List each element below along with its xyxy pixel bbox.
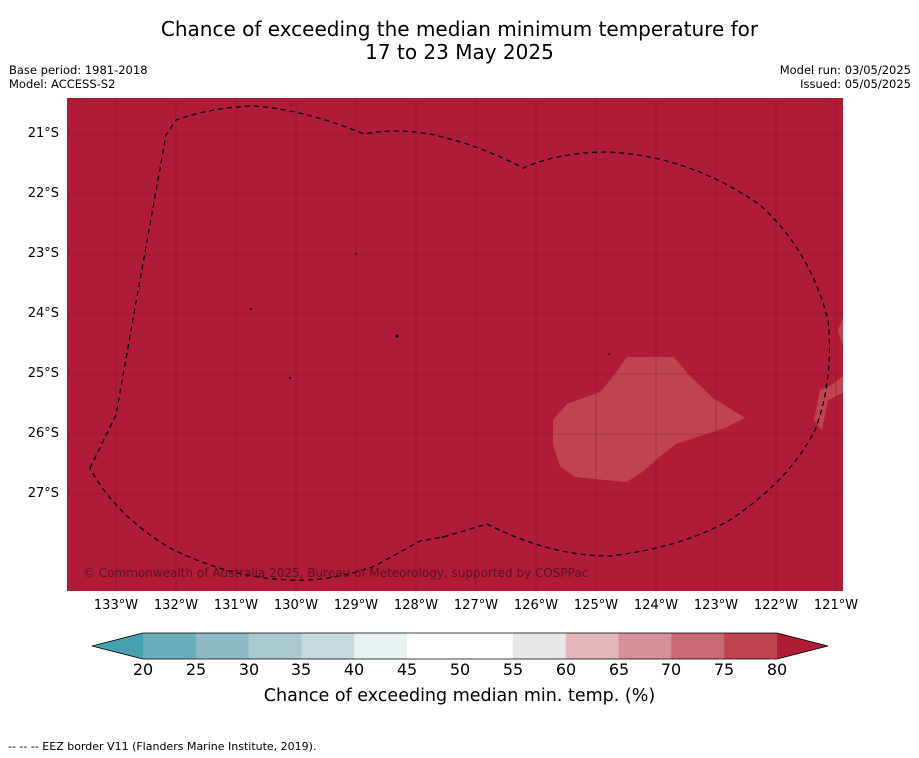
lon-label-130w: 130°W [273,598,319,613]
lat-label-23s: 23°S [27,246,59,261]
colorbar-tick-65: 65 [608,660,630,679]
lon-label-124w: 124°W [633,598,679,613]
lon-label-127w: 127°W [453,598,499,613]
colorbar-segment [565,633,619,659]
colorbar-tick-20: 20 [132,660,154,679]
eez-legend-note: -- -- -- EEZ border V11 (Flanders Marine… [8,740,317,753]
map-background [67,98,843,591]
colorbar-outline [91,632,829,660]
anomaly-patch-center [553,357,745,482]
colorbar-segment [512,633,567,659]
lon-label-121w: 121°W [813,598,859,613]
lat-label-25s: 25°S [27,366,59,381]
meta-left: Base period: 1981-2018 Model: ACCESS-S2 [9,63,148,91]
colorbar-tick-30: 30 [238,660,260,679]
lat-label-22s: 22°S [27,186,59,201]
lon-label-133w: 133°W [93,598,139,613]
colorbar-segment [195,633,250,659]
graticule [67,98,843,591]
colorbar-segment [618,633,672,659]
model-name: Model: ACCESS-S2 [9,77,116,91]
base-period: Base period: 1981-2018 [9,63,148,77]
colorbar-tick-70: 70 [660,660,682,679]
colorbar-segment [248,633,302,659]
islands [250,253,610,538]
lon-label-123w: 123°W [693,598,739,613]
colorbar-tick-50: 50 [449,660,471,679]
lat-label-21s: 21°S [27,126,59,141]
anomaly-patch-edge [838,318,843,346]
model-run: Model run: 03/05/2025 [779,63,911,77]
lon-label-131w: 131°W [213,598,259,613]
colorbar-segment [143,633,197,659]
lat-label-26s: 26°S [27,426,59,441]
colorbar-segment [671,633,725,659]
colorbar-tick-45: 45 [396,660,418,679]
lon-label-126w: 126°W [513,598,559,613]
lat-label-24s: 24°S [27,306,59,321]
colorbar-tick-75: 75 [713,660,735,679]
colorbar-tick-40: 40 [343,660,365,679]
colorbar-segment [354,633,408,659]
colorbar-segment [407,633,461,659]
colorbar-over-arrow [777,633,828,659]
colorbar-tick-35: 35 [290,660,312,679]
lon-label-128w: 128°W [393,598,439,613]
map-title: Chance of exceeding the median minimum t… [0,18,919,64]
lon-label-129w: 129°W [333,598,379,613]
title-line-1: Chance of exceeding the median minimum t… [160,17,759,41]
colorbar-tick-60: 60 [555,660,577,679]
colorbar-tick-25: 25 [185,660,207,679]
colorbar-segments [143,633,778,659]
lon-label-122w: 122°W [753,598,799,613]
colorbar-tick-80: 80 [766,660,788,679]
lon-label-132w: 132°W [153,598,199,613]
lat-label-27s: 27°S [27,486,59,501]
colorbar-tick-55: 55 [502,660,524,679]
issued-date: Issued: 05/05/2025 [800,77,911,91]
title-line-2: 17 to 23 May 2025 [365,40,554,64]
colorbar-segment [301,633,355,659]
copyright-text: © Commonwealth of Australia 2025, Bureau… [83,566,588,580]
colorbar-under-arrow [92,633,143,659]
colorbar-segment [724,633,778,659]
lon-label-125w: 125°W [573,598,619,613]
meta-right: Model run: 03/05/2025 Issued: 05/05/2025 [780,63,911,91]
colorbar-label: Chance of exceeding median min. temp. (%… [263,686,656,706]
colorbar-segment [460,633,514,659]
eez-border [89,105,831,581]
